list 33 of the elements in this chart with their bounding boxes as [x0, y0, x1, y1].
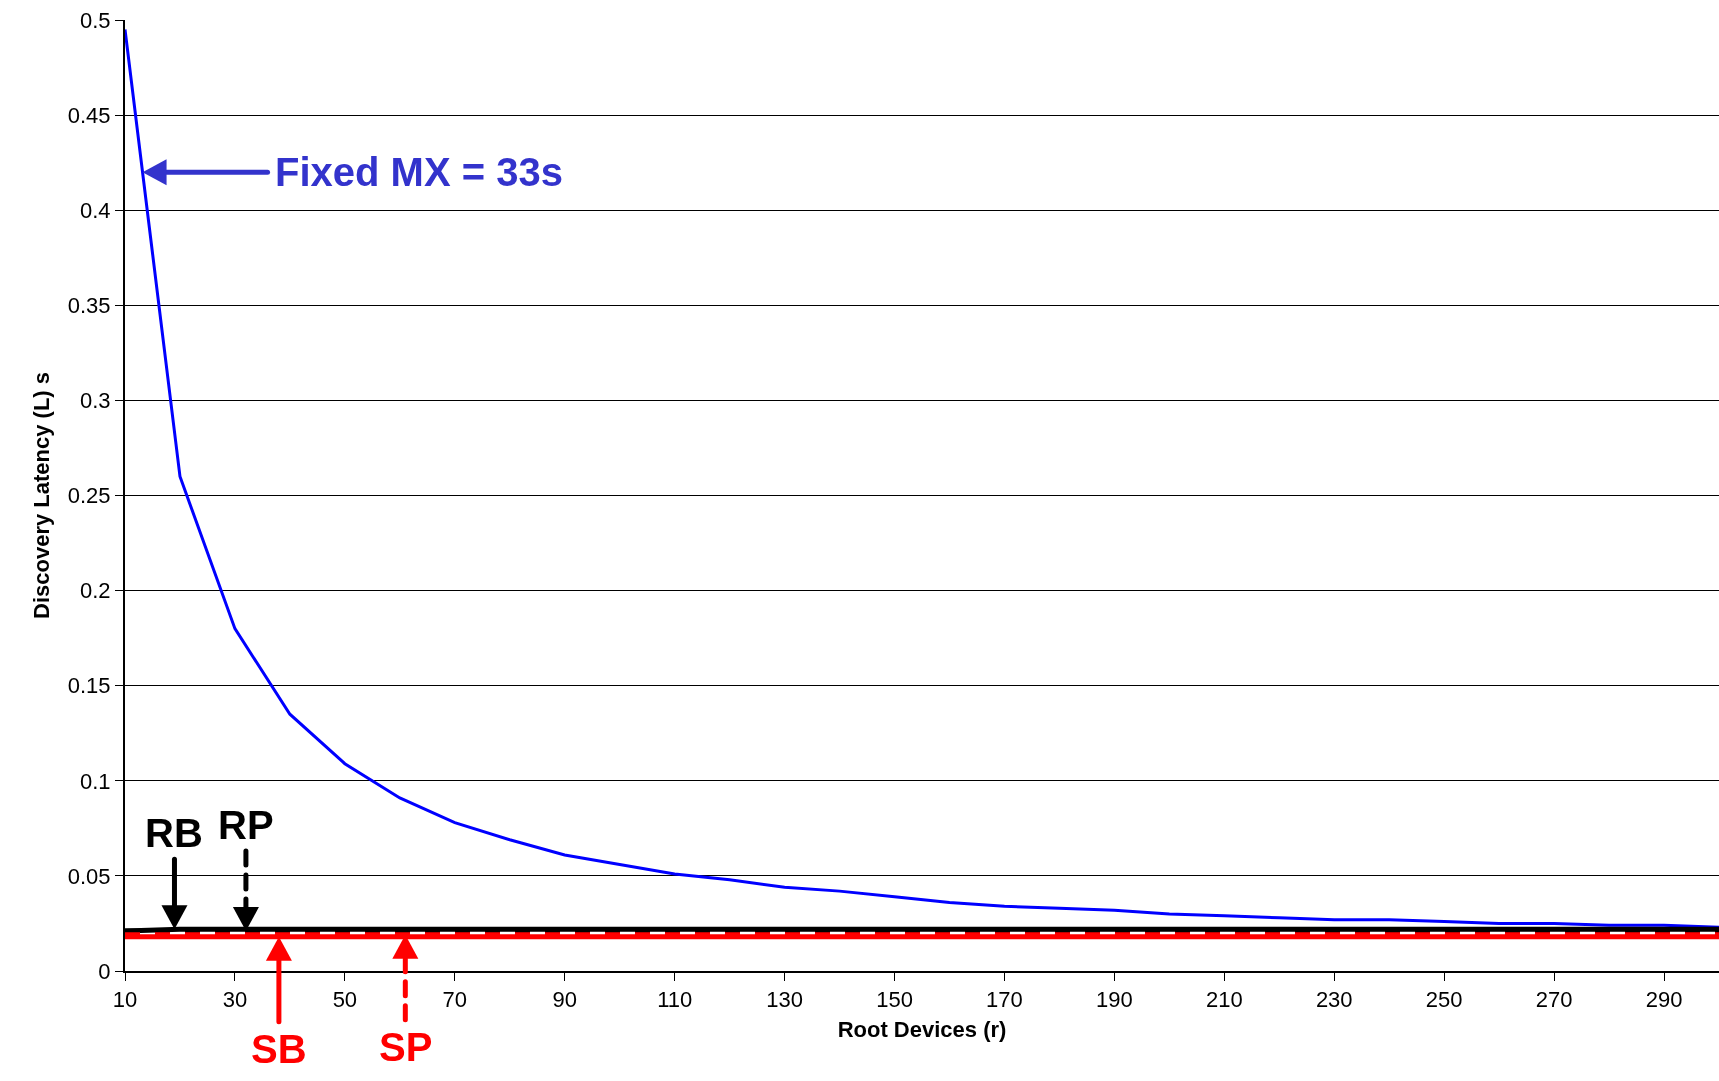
- y-tick-label: 0.05: [67, 863, 111, 889]
- x-tick-label: 150: [876, 987, 913, 1013]
- y-tick-label: 0.3: [80, 388, 111, 414]
- annotation: SP: [379, 1025, 433, 1069]
- y-tick-label: 0.15: [67, 673, 111, 699]
- annotation: SB: [251, 1027, 307, 1071]
- y-tick-label: 0.2: [80, 578, 111, 604]
- x-tick-label: 50: [332, 987, 358, 1013]
- annotation: RP: [218, 803, 274, 847]
- x-tick-label: 270: [1535, 987, 1573, 1013]
- x-tick-label: 30: [222, 987, 248, 1013]
- x-tick-label: 230: [1315, 987, 1353, 1013]
- x-tick-label: 10: [112, 987, 138, 1013]
- y-tick-label: 0: [98, 958, 111, 984]
- x-tick-label: 290: [1645, 987, 1683, 1013]
- y-tick-label: 0.25: [67, 483, 111, 509]
- y-tick-label: 0.45: [67, 102, 111, 128]
- x-tick-label: 110: [657, 987, 693, 1013]
- y-tick-label: 0.35: [67, 293, 111, 318]
- x-tick-label: 70: [442, 987, 468, 1013]
- x-tick-label: 210: [1205, 987, 1243, 1013]
- x-tick-label: 130: [766, 987, 803, 1013]
- x-tick-label: 170: [986, 987, 1023, 1013]
- y-tick-label: 0.4: [80, 197, 111, 223]
- annotation: RB: [145, 811, 203, 855]
- text: Fixed MX = 33s: [275, 150, 563, 194]
- x-tick-label: 90: [552, 987, 577, 1013]
- x-tick-label: 190: [1096, 987, 1133, 1013]
- y-axis-title: Discovery Latency (L) s: [29, 372, 55, 619]
- x-axis-title: Root Devices (r): [837, 1016, 1007, 1042]
- x-tick-label: 250: [1425, 987, 1463, 1013]
- y-tick-label: 0.5: [80, 7, 111, 33]
- y-tick-label: 0.1: [80, 768, 111, 794]
